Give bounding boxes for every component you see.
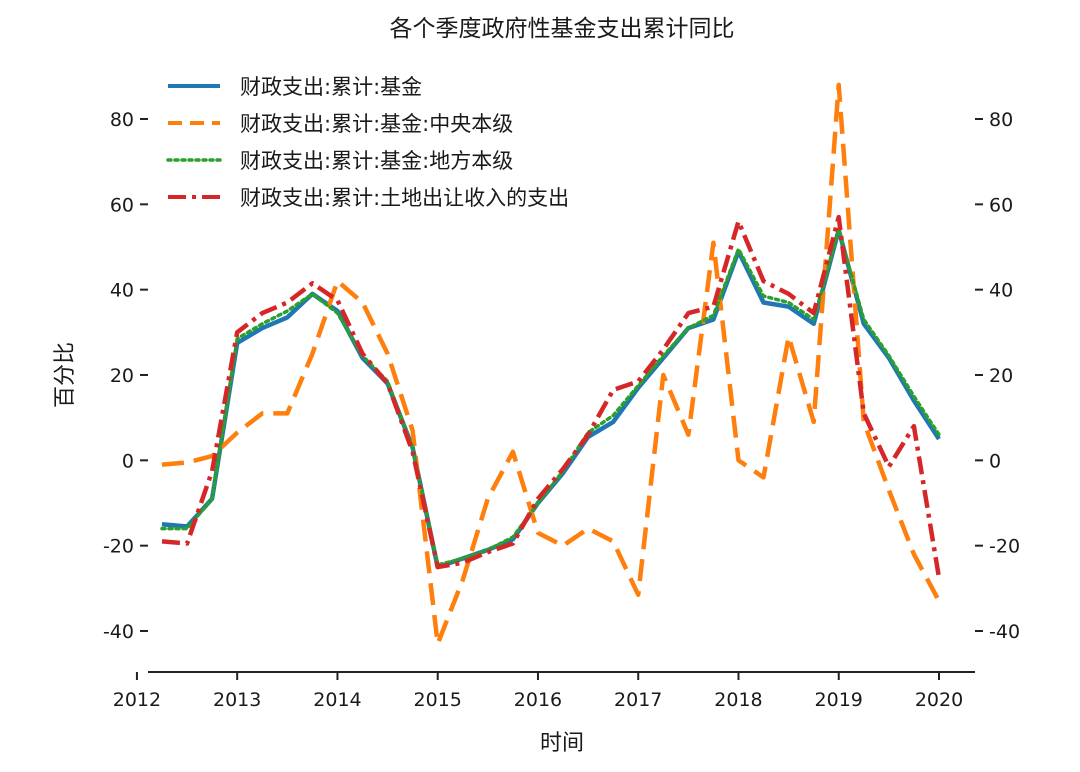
legend-label-3: 财政支出:累计:基金:地方本级 <box>240 149 513 173</box>
chart-title: 各个季度政府性基金支出累计同比 <box>390 16 735 42</box>
x-tick-label: 2014 <box>313 689 361 711</box>
x-tick-label: 2016 <box>514 689 562 711</box>
y-axis-title: 百分比 <box>53 342 78 408</box>
y-tick-label-right: 60 <box>989 194 1013 216</box>
series-line-4 <box>161 214 942 579</box>
legend-label-1: 财政支出:累计:基金 <box>240 75 422 99</box>
y-tick-label-right: -20 <box>989 536 1020 558</box>
x-tick-label: 2018 <box>714 689 762 711</box>
legend-label-2: 财政支出:累计:基金:中央本级 <box>240 112 513 136</box>
y-tick-label-left: 0 <box>122 450 134 472</box>
y-tick-label-left: 20 <box>110 365 134 387</box>
series-line-2 <box>161 82 941 647</box>
y-tick-label-right: 20 <box>989 365 1013 387</box>
y-tick-label-left: -40 <box>103 621 134 643</box>
axes-layer: 2012 2013 2014 2015 2016 2017 2018 2019 2020-40-… <box>103 109 1020 711</box>
x-tick-label: 2012 <box>113 689 161 711</box>
x-tick-label: 2013 <box>213 689 261 711</box>
y-tick-label-left: 80 <box>110 109 134 131</box>
y-tick-label-right: 80 <box>989 109 1013 131</box>
y-tick-label-left: 40 <box>110 280 134 302</box>
x-axis-title: 时间 <box>540 731 584 756</box>
y-tick-label-right: 0 <box>989 450 1001 472</box>
legend: 财政支出:累计:基金财政支出:累计:基金:中央本级财政支出:累计:基金:地方本级… <box>166 75 569 210</box>
y-tick-label-right: -40 <box>989 621 1020 643</box>
series-layer <box>160 82 942 647</box>
y-tick-label-right: 40 <box>989 280 1013 302</box>
y-tick-label-left: -20 <box>103 536 134 558</box>
legend-label-4: 财政支出:累计:土地出让收入的支出 <box>240 186 569 210</box>
x-tick-label: 2015 <box>414 689 462 711</box>
x-tick-label: 2017 <box>614 689 662 711</box>
x-tick-label: 2020 <box>915 689 963 711</box>
x-tick-label: 2019 <box>815 689 863 711</box>
y-tick-label-left: 60 <box>110 194 134 216</box>
